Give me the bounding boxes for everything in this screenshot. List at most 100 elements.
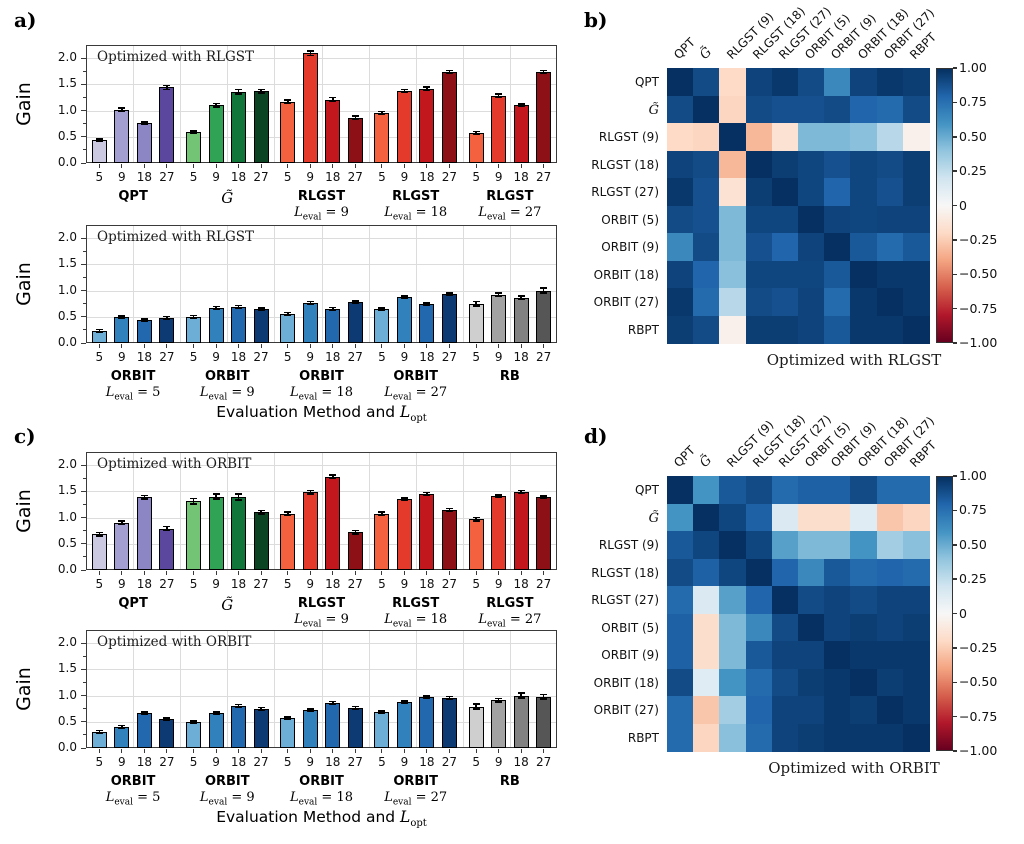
error-bar-line bbox=[192, 498, 195, 504]
y-tick-label: 0.0 bbox=[57, 562, 77, 576]
error-bar-cap bbox=[140, 318, 148, 320]
error-bar-cap bbox=[235, 706, 243, 709]
bar-tick-label: 27 bbox=[536, 755, 552, 769]
gridline-v bbox=[509, 631, 511, 747]
bar-tick-label: 18 bbox=[325, 350, 341, 364]
error-bar-cap bbox=[235, 703, 243, 706]
bar bbox=[136, 497, 152, 570]
panel-c-label: c) bbox=[14, 424, 36, 448]
bar bbox=[347, 117, 363, 163]
heatmap-cell bbox=[693, 558, 720, 587]
heatmap-cell bbox=[902, 233, 930, 262]
y-axis-label: Gain bbox=[13, 82, 35, 126]
heatmap-cell bbox=[745, 503, 773, 532]
error-bar-cap bbox=[495, 496, 503, 499]
error-bar-line bbox=[520, 104, 522, 107]
group-label: ORBIT bbox=[393, 774, 439, 789]
heatmap-cell bbox=[667, 696, 694, 725]
bar-tick-label: 18 bbox=[513, 755, 529, 769]
heatmap-cell bbox=[693, 233, 720, 262]
bar bbox=[208, 307, 224, 343]
heatmap-cell bbox=[693, 696, 720, 725]
y-axis-label: Gain bbox=[13, 262, 35, 306]
error-bar-cap bbox=[163, 88, 171, 91]
bar bbox=[159, 719, 175, 748]
error-bar-line bbox=[309, 709, 311, 712]
colorbar-tick-mark bbox=[953, 170, 957, 172]
heatmap-cell bbox=[902, 315, 930, 344]
bar bbox=[114, 522, 130, 570]
x-tick-mark bbox=[143, 164, 145, 168]
error-bar-line bbox=[403, 498, 406, 501]
bar bbox=[536, 71, 552, 163]
heatmap-cell bbox=[824, 205, 851, 234]
heatmap-cell bbox=[798, 696, 825, 725]
heatmap-cell bbox=[876, 233, 904, 262]
heatmap-cell bbox=[824, 178, 851, 207]
heatmap-caption: Optimized with RLGST bbox=[766, 351, 942, 369]
math-equals-value: = 27 bbox=[411, 385, 448, 400]
heatmap-cell bbox=[667, 95, 694, 124]
x-tick-mark bbox=[215, 571, 217, 575]
math-L: L bbox=[199, 385, 209, 400]
error-bar-cap bbox=[351, 300, 359, 302]
heatmap-cell bbox=[824, 233, 851, 262]
gridline-v bbox=[415, 631, 417, 747]
x-tick-mark bbox=[121, 749, 123, 753]
heatmap-cell bbox=[745, 123, 773, 152]
bar-tick-label: 9 bbox=[212, 577, 220, 591]
heatmap-cell bbox=[771, 123, 799, 152]
error-bar-cap bbox=[212, 711, 220, 713]
error-bar-line bbox=[381, 111, 383, 114]
error-bar-cap bbox=[140, 123, 148, 126]
heatmap-cell bbox=[876, 260, 904, 289]
error-bar-line bbox=[381, 308, 383, 311]
error-bar-cap bbox=[95, 138, 103, 140]
error-bar-cap bbox=[163, 318, 171, 320]
group-sub-label: Leval = 9 bbox=[180, 385, 274, 403]
bar-tick-label: 9 bbox=[400, 350, 409, 364]
heatmap-cell bbox=[693, 150, 720, 179]
heatmap-cell bbox=[902, 586, 930, 615]
bar-tick-label: 18 bbox=[419, 755, 435, 769]
math-eval-subscript: eval bbox=[487, 212, 506, 223]
heatmap-cell bbox=[798, 503, 825, 532]
error-bar-cap bbox=[140, 713, 148, 716]
bar bbox=[231, 706, 247, 748]
x-axis-label-text: Evaluation Method and bbox=[216, 403, 401, 421]
bar-tick-label: 9 bbox=[494, 170, 503, 184]
y-tick-label: 0.0 bbox=[57, 740, 77, 754]
bar-tick-label: 5 bbox=[378, 755, 386, 769]
x-tick-mark bbox=[332, 571, 334, 575]
y-tick-label: 1.0 bbox=[57, 687, 77, 702]
error-bar-cap bbox=[329, 96, 337, 99]
error-bar-line bbox=[287, 512, 289, 516]
heatmap-cell bbox=[876, 178, 904, 207]
bar bbox=[441, 697, 457, 748]
x-tick-mark bbox=[381, 164, 383, 168]
group-sub-label: Leval = 9 bbox=[180, 790, 274, 808]
heatmap-cell bbox=[902, 288, 930, 317]
heatmap-cell bbox=[745, 233, 773, 262]
error-bar-cap bbox=[445, 292, 453, 294]
x-tick-mark bbox=[520, 571, 522, 575]
heatmap-cell bbox=[719, 260, 747, 289]
error-bar-cap bbox=[495, 697, 503, 700]
x-tick-mark bbox=[238, 571, 240, 575]
heatmap-cell bbox=[876, 123, 904, 152]
error-bar-line bbox=[121, 316, 123, 319]
x-tick-mark bbox=[520, 344, 522, 348]
error-bar-cap bbox=[284, 311, 292, 314]
bar bbox=[374, 309, 390, 343]
y-minor-tick-mark bbox=[83, 123, 86, 125]
x-tick-mark bbox=[448, 571, 450, 575]
error-bar-cap bbox=[235, 88, 243, 91]
gridline-v bbox=[180, 631, 182, 747]
group-sub-label: Leval = 27 bbox=[463, 205, 557, 223]
error-bar-cap bbox=[190, 503, 198, 505]
error-bar-cap bbox=[284, 314, 292, 316]
colorbar-tick-label: 0.50 bbox=[959, 536, 987, 552]
colorbar-tick-mark bbox=[953, 342, 957, 344]
heatmap-cell bbox=[745, 150, 773, 179]
x-tick-mark bbox=[543, 571, 545, 575]
